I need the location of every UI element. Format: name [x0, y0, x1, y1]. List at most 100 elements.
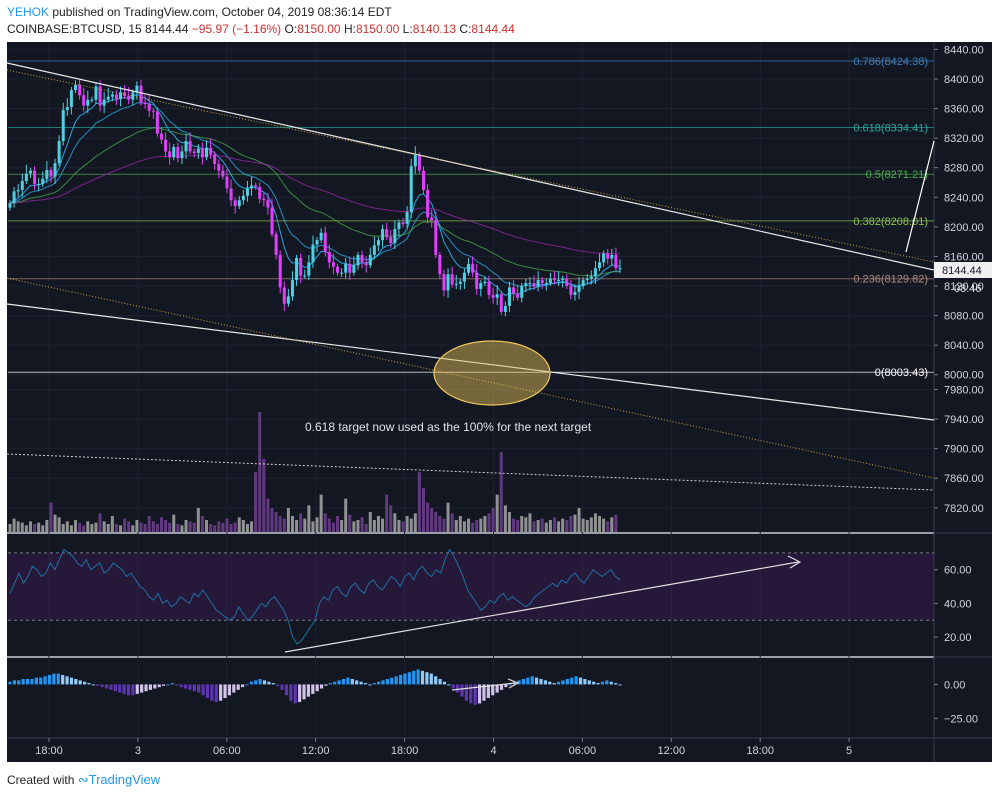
volume-bar-141 [585, 520, 589, 532]
price-tick-label-3: 8320.00 [944, 133, 984, 145]
rsi-trend-line[interactable] [284, 561, 799, 653]
time-tick-label-3: 12:00 [302, 745, 330, 757]
price-tick-label-10: 8040.00 [944, 340, 984, 352]
tradingview-brand[interactable]: TradingView [88, 772, 161, 787]
volume-bar-41 [176, 524, 180, 532]
volume-bar-108 [450, 513, 454, 532]
support-ellipse [433, 340, 551, 406]
macd-bar-37 [170, 683, 174, 685]
candle-body-147 [610, 254, 614, 259]
volume-bar-9 [45, 520, 49, 532]
price-tick-label-8: 8120.00 [944, 281, 984, 293]
candle-body-38 [164, 139, 168, 152]
candle-body-71 [299, 257, 303, 276]
candle-body-132 [548, 278, 552, 284]
macd-bar-95 [425, 672, 429, 685]
rsi-tick-label-2: 20.00 [944, 632, 972, 644]
candle-body-29 [127, 95, 131, 100]
price-tick-label-5: 8240.00 [944, 192, 984, 204]
candle-body-88 [368, 254, 372, 266]
volume-bar-53 [225, 518, 229, 532]
volume-bar-6 [33, 524, 37, 532]
candle-body-41 [176, 146, 180, 159]
chart-annotation[interactable]: 0.618 target now used as the 100% for th… [305, 420, 592, 434]
low-label: L: [402, 22, 413, 36]
macd-bar-14 [69, 677, 74, 685]
macd-bar-77 [346, 677, 350, 685]
macd-bar-26 [122, 684, 126, 694]
macd-bar-39 [179, 684, 183, 688]
volume-bar-37 [159, 517, 163, 532]
price-panel[interactable] [7, 42, 934, 532]
macd-bar-81 [363, 683, 368, 685]
price-axis-bg[interactable] [934, 42, 992, 762]
macd-bar-13 [65, 676, 69, 685]
candle-body-5 [28, 170, 32, 174]
volume-bar-145 [602, 518, 606, 532]
author-link[interactable]: YEHOK [7, 5, 50, 19]
macd-bar-2 [17, 680, 21, 685]
macd-histogram [8, 669, 622, 705]
macd-bar-4 [25, 679, 30, 685]
price-scale[interactable]: 8440.00 8400.00 8360.00 8320.00 8280.00 8240.… [934, 44, 984, 725]
macd-bar-67 [302, 684, 306, 700]
time-tick-label-6: 06:00 [569, 745, 597, 757]
volume-bar-32 [139, 522, 143, 532]
candle-body-102 [426, 189, 430, 218]
price-tick-label-0: 8440.00 [944, 44, 984, 56]
macd-bar-44 [201, 684, 205, 696]
macd-bar-43 [197, 684, 201, 693]
candle-body-81 [340, 272, 344, 274]
volume-bar-83 [348, 514, 352, 532]
volume-bar-13 [61, 524, 65, 532]
macd-bar-134 [596, 683, 600, 685]
last-price: 8144.44 [145, 22, 189, 36]
macd-bar-18 [87, 683, 91, 685]
volume-bar-58 [245, 524, 249, 532]
candle-body-23 [102, 99, 106, 106]
macd-bar-45 [205, 684, 210, 698]
candle-body-76 [319, 232, 323, 241]
macd-bar-29 [135, 684, 139, 694]
volume-bar-86 [360, 517, 364, 532]
candle-body-62 [262, 198, 266, 201]
macd-bar-76 [341, 679, 346, 685]
volume-bar-139 [577, 508, 581, 532]
candle-body-57 [241, 195, 245, 201]
macd-bar-117 [521, 679, 526, 685]
macd-bar-88 [394, 676, 398, 685]
volume-bar-28 [123, 518, 127, 532]
candle-body-124 [516, 293, 520, 298]
candle-body-78 [327, 251, 331, 263]
volume-bar-56 [237, 517, 241, 532]
macd-trend-line[interactable] [451, 682, 516, 691]
price-tick-label-1: 8400.00 [944, 74, 984, 86]
macd-bar-132 [587, 680, 591, 685]
candle-body-92 [385, 229, 389, 238]
macd-bar-84 [377, 681, 381, 685]
volume-bar-128 [532, 521, 536, 532]
volume-bar-14 [65, 521, 69, 532]
price-tick-label-14: 7900.00 [944, 444, 984, 456]
tradingview-logo-icon[interactable]: ∾ [77, 772, 89, 787]
candle-body-87 [364, 262, 368, 266]
candle-body-18 [82, 95, 86, 106]
volume-bar-105 [438, 516, 442, 532]
macd-bar-110 [491, 684, 495, 696]
macd-bar-51 [232, 684, 236, 693]
macd-bar-25 [118, 684, 122, 693]
fib-label-2: 0.5(8271.21) [866, 169, 928, 181]
fib-retracement[interactable]: 0.786(8424.38) 0.618(8334.41) 0.5(8271.21)… [8, 56, 934, 379]
candle-body-11 [53, 163, 57, 177]
macd-bar-27 [126, 684, 131, 696]
trend-drawings[interactable] [6, 62, 935, 491]
candle-body-105 [438, 254, 442, 275]
candle-body-61 [258, 186, 262, 199]
candle-body-100 [417, 155, 421, 171]
time-tick-label-2: 06:00 [213, 745, 241, 757]
time-scale[interactable]: 18:00 3 06:00 12:00 18:00 4 06:00 12:00 18:00 5 [35, 738, 852, 757]
price-tick-label-16: 7820.00 [944, 503, 984, 515]
candles [8, 78, 622, 317]
candle-body-133 [552, 278, 556, 281]
